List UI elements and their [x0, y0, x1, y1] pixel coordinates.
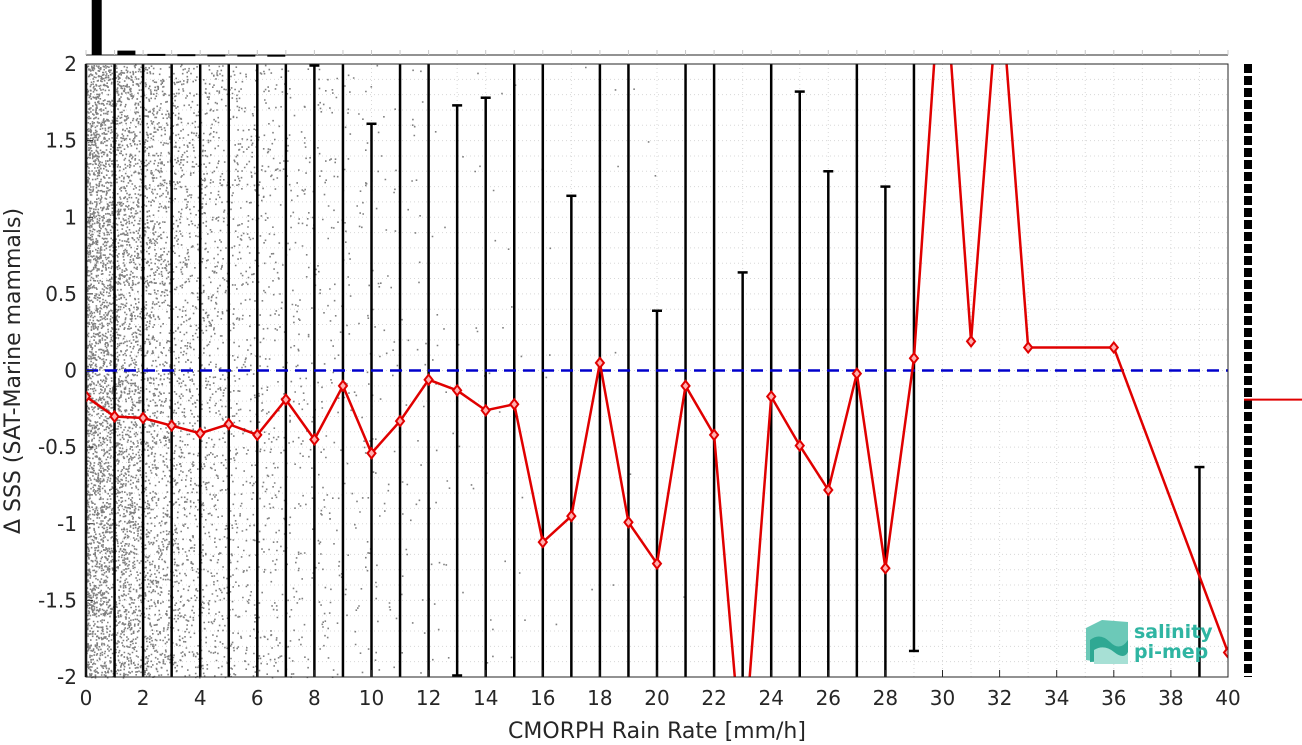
- y-tick-label: 0: [64, 359, 77, 383]
- top-histogram-bar: [207, 54, 226, 57]
- top-histogram-bar: [117, 50, 136, 55]
- y-tick-label: 1: [64, 205, 77, 229]
- x-tick-label: 18: [587, 686, 612, 710]
- x-tick-label: 34: [1044, 686, 1069, 710]
- mean-marker: [366, 446, 377, 460]
- mean-marker: [252, 428, 263, 442]
- mean-marker: [109, 409, 120, 424]
- mean-marker: [908, 351, 920, 365]
- salinity-pi-mep-logo: salinity pi-mep: [1086, 620, 1213, 664]
- x-tick-label: 32: [987, 686, 1012, 710]
- mean-marker: [880, 561, 891, 575]
- mean-marker: [1222, 645, 1228, 660]
- y-tick-label: -1.5: [38, 588, 77, 612]
- scatter-points: [86, 64, 685, 679]
- mean-marker: [566, 509, 577, 523]
- x-tick-label: 0: [80, 686, 93, 710]
- mean-marker: [86, 389, 92, 404]
- y-tick-label: 2: [64, 52, 77, 76]
- mean-marker: [508, 397, 520, 411]
- y-axis-ticks: -2 -1.5 -1 -0.5 0 0.5 1 1.5 2: [38, 52, 93, 689]
- x-tick-label: 28: [873, 686, 898, 710]
- mean-line: [86, 64, 1228, 677]
- y-tick-label: -2: [57, 665, 77, 689]
- mean-marker: [194, 426, 206, 440]
- mean-marker: [765, 389, 777, 404]
- x-tick-label: 4: [194, 686, 207, 710]
- x-tick-label: 16: [530, 686, 555, 710]
- top-histogram-bar: [91, 0, 102, 55]
- mean-marker: [851, 366, 863, 381]
- x-axis-ticks: 0 2 4 6 8 10 12 14 16 18 20 22 24 26 28 30 32 34 36 38 40: [80, 670, 1241, 710]
- y-tick-label: 1.5: [45, 129, 77, 153]
- mean-marker: [708, 428, 720, 442]
- x-tick-label: 22: [701, 686, 726, 710]
- x-tick-label: 12: [416, 686, 441, 710]
- x-tick-label: 40: [1215, 686, 1240, 710]
- top-histogram: [85, 0, 1229, 57]
- top-histogram-bar: [237, 54, 256, 57]
- y-axis-label: Δ SSS (SAT-Marine mammals): [1, 208, 26, 534]
- mean-marker: [337, 379, 349, 393]
- x-tick-label: 14: [473, 686, 498, 710]
- mean-marker: [623, 515, 634, 529]
- top-histogram-bar: [267, 54, 286, 57]
- mean-marker: [394, 414, 406, 428]
- x-tick-label: 20: [644, 686, 669, 710]
- mean-marker: [651, 556, 663, 571]
- mean-series-clipped: [86, 64, 1228, 677]
- logo-line-1: salinity: [1134, 621, 1213, 643]
- x-tick-label: 2: [137, 686, 150, 710]
- x-tick-label: 30: [930, 686, 955, 710]
- x-tick-label: 6: [251, 686, 264, 710]
- mean-marker: [166, 419, 177, 433]
- mean-marker: [423, 373, 434, 387]
- mean-marker: [680, 379, 691, 393]
- top-histogram-bar: [147, 53, 166, 56]
- x-axis-label: CMORPH Rain Rate [mm/h]: [508, 719, 806, 744]
- y-tick-label: -0.5: [38, 435, 77, 459]
- mean-marker: [280, 393, 292, 407]
- x-tick-label: 38: [1158, 686, 1183, 710]
- mean-marker: [794, 438, 806, 453]
- mean-marker: [223, 417, 235, 431]
- wave-logo-icon: [1086, 620, 1128, 664]
- logo-line-2: pi-mep: [1134, 641, 1208, 663]
- mean-marker: [823, 483, 834, 497]
- mean-marker: [451, 383, 463, 398]
- x-tick-label: 10: [359, 686, 384, 710]
- scatter-cloud: [86, 64, 685, 679]
- x-tick-label: 8: [308, 686, 321, 710]
- mean-marker: [1108, 340, 1120, 355]
- x-tick-label: 36: [1101, 686, 1126, 710]
- mean-marker: [537, 535, 549, 549]
- top-histogram-bar: [177, 54, 196, 57]
- mean-marker: [1022, 340, 1034, 355]
- x-tick-label: 24: [758, 686, 783, 710]
- mean-marker: [965, 334, 977, 348]
- x-tick-label: 26: [816, 686, 841, 710]
- side-histogram: [1244, 64, 1302, 677]
- y-tick-label: 0.5: [45, 282, 77, 306]
- mean-marker: [594, 356, 606, 370]
- y-tick-label: -1: [57, 512, 77, 536]
- mean-marker: [309, 432, 320, 447]
- mean-marker: [137, 411, 149, 425]
- mean-series: [86, 64, 1228, 677]
- mean-marker: [480, 403, 491, 417]
